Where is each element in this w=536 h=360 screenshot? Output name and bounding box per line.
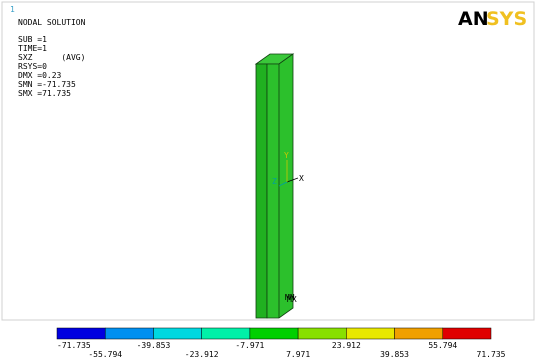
info-line: DMX =0.23 (18, 71, 62, 80)
max-marker: MX (287, 295, 297, 304)
legend-label: 71.735 (477, 350, 506, 359)
info-line: TIME=1 (18, 44, 47, 53)
legend-swatch (57, 328, 105, 339)
legend-swatch (105, 328, 153, 339)
legend-swatch (395, 328, 443, 339)
beam-left-face (256, 64, 267, 318)
info-line: RSYS=0 (18, 62, 47, 71)
beam-front-face (267, 54, 293, 318)
ansys-viewport: 1 NODAL SOLUTION SUB =1TIME=1SXZ (AVG)RSY… (0, 0, 536, 360)
legend-label: 7.971 (286, 350, 310, 359)
info-line: SMX =71.735 (18, 89, 71, 98)
info-line: SUB =1 (18, 35, 47, 44)
legend-label: 55.794 (428, 341, 457, 350)
legend-swatch (443, 328, 491, 339)
legend-label: -23.912 (185, 350, 219, 359)
window-number: 1 (10, 5, 15, 14)
legend-label: 23.912 (332, 341, 361, 350)
legend-swatch (250, 328, 298, 339)
logo-left: AN (458, 8, 489, 30)
info-line: NODAL SOLUTION (18, 18, 86, 27)
legend-label: -39.853 (137, 341, 171, 350)
legend-swatch (153, 328, 201, 339)
legend-swatch (346, 328, 394, 339)
legend-label: -7.971 (235, 341, 264, 350)
logo-right: SYS (486, 8, 527, 30)
triad-y-label: Y (284, 151, 289, 160)
info-line: SMN =-71.735 (18, 80, 76, 89)
legend-swatch (298, 328, 346, 339)
info-line: SXZ (AVG) (18, 53, 85, 62)
legend-swatch (202, 328, 250, 339)
triad-z-label: Z (272, 177, 277, 186)
legend-label: -71.735 (57, 341, 91, 350)
legend-label: 39.853 (380, 350, 409, 359)
legend-label: -55.794 (88, 350, 122, 359)
triad-x-label: X (299, 174, 304, 183)
